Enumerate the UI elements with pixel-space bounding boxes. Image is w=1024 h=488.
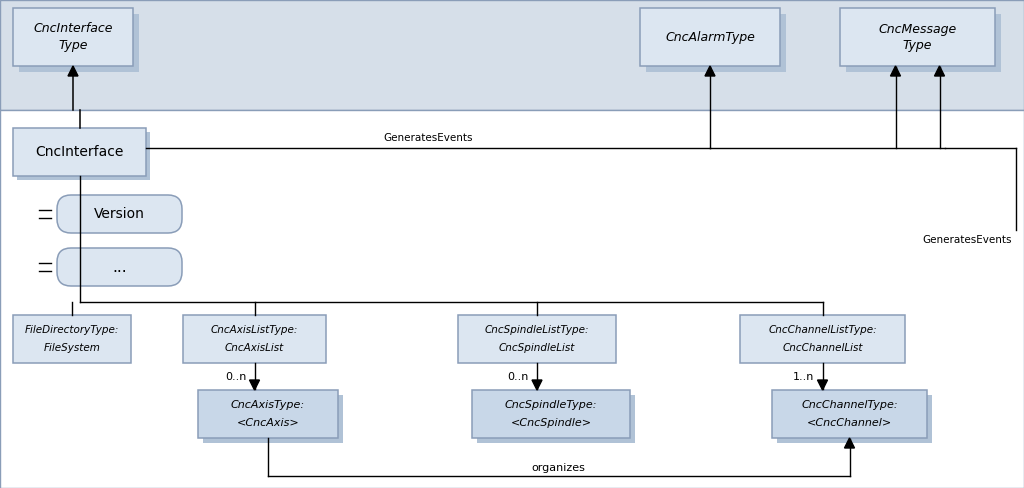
Text: CncSpindleType:: CncSpindleType:: [505, 400, 597, 410]
Bar: [13, 315, 131, 363]
Polygon shape: [250, 380, 259, 390]
Text: <CncSpindle>: <CncSpindle>: [510, 418, 592, 428]
Polygon shape: [532, 380, 542, 390]
Polygon shape: [845, 438, 854, 448]
Bar: [13, 128, 146, 176]
Text: CncAxisType:: CncAxisType:: [231, 400, 305, 410]
Text: CncMessage: CncMessage: [879, 22, 956, 36]
Polygon shape: [68, 66, 78, 76]
Text: CncSpindleListType:: CncSpindleListType:: [484, 325, 589, 335]
Text: CncSpindleList: CncSpindleList: [499, 343, 575, 353]
Text: CncInterface: CncInterface: [35, 145, 124, 159]
Text: GeneratesEvents: GeneratesEvents: [923, 235, 1012, 245]
Text: <CncChannel>: <CncChannel>: [807, 418, 892, 428]
FancyBboxPatch shape: [57, 248, 182, 286]
Bar: [646, 14, 786, 72]
Text: 0..n: 0..n: [225, 371, 247, 382]
Bar: [772, 390, 927, 438]
FancyBboxPatch shape: [57, 195, 182, 233]
Bar: [846, 14, 1001, 72]
Bar: [740, 315, 905, 363]
Bar: [477, 395, 635, 443]
Bar: [198, 390, 338, 438]
Bar: [13, 8, 133, 66]
Bar: [472, 390, 630, 438]
Bar: [17, 132, 150, 180]
Text: 0..n: 0..n: [508, 371, 529, 382]
Text: CncChannelType:: CncChannelType:: [801, 400, 898, 410]
Text: GeneratesEvents: GeneratesEvents: [383, 133, 473, 143]
Text: Version: Version: [94, 207, 145, 221]
Text: FileSystem: FileSystem: [44, 343, 100, 353]
Bar: [777, 395, 932, 443]
Bar: [19, 14, 139, 72]
Bar: [203, 395, 343, 443]
Text: CncAxisList: CncAxisList: [225, 343, 284, 353]
Polygon shape: [705, 66, 715, 76]
Text: <CncAxis>: <CncAxis>: [237, 418, 299, 428]
Bar: [0, 110, 1024, 488]
Bar: [0, 0, 1024, 110]
Bar: [840, 8, 995, 66]
Text: organizes: organizes: [531, 463, 586, 473]
Text: ...: ...: [113, 260, 127, 274]
Text: CncAlarmType: CncAlarmType: [665, 30, 755, 43]
Text: FileDirectoryType:: FileDirectoryType:: [25, 325, 119, 335]
Text: CncAxisListType:: CncAxisListType:: [211, 325, 298, 335]
Bar: [640, 8, 780, 66]
Polygon shape: [891, 66, 900, 76]
Text: 1..n: 1..n: [794, 371, 814, 382]
Polygon shape: [817, 380, 827, 390]
Text: Type: Type: [58, 40, 88, 53]
Text: Type: Type: [903, 40, 932, 53]
Bar: [458, 315, 616, 363]
Polygon shape: [935, 66, 944, 76]
Bar: [183, 315, 326, 363]
Text: CncChannelList: CncChannelList: [782, 343, 863, 353]
Text: CncInterface: CncInterface: [33, 22, 113, 36]
Text: CncChannelListType:: CncChannelListType:: [768, 325, 877, 335]
